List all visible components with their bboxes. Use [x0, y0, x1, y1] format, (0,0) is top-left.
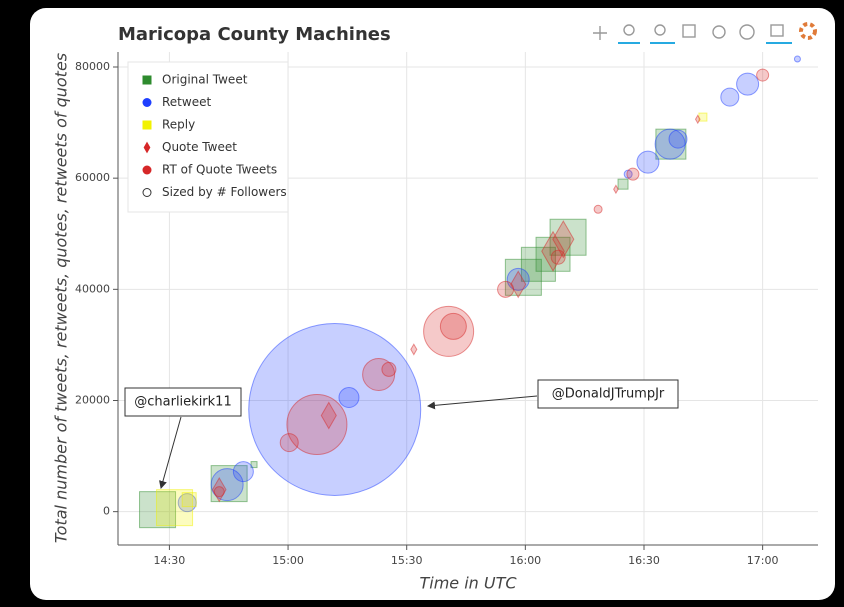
pan-tool[interactable]: [593, 26, 607, 40]
point: [520, 246, 556, 282]
annotation-arrow: [427, 395, 538, 410]
point: [636, 150, 660, 174]
zoom-tool[interactable]: [623, 24, 635, 36]
annotation: @DonaldJTrumpJr: [552, 387, 665, 402]
point: [410, 343, 418, 356]
legend-marker: [142, 75, 152, 85]
legend-label: Original Tweet: [162, 73, 248, 87]
point: [793, 55, 801, 63]
x-tick-label: 17:00: [747, 554, 779, 567]
point: [694, 114, 701, 125]
point: [541, 230, 565, 272]
y-tick-label: 80000: [75, 60, 110, 73]
annotation-arrow: [159, 416, 182, 489]
legend-label: Reply: [162, 118, 195, 132]
annotation: @charliekirk11: [134, 395, 231, 410]
legend-marker: [142, 98, 152, 107]
point: [510, 270, 527, 299]
legend-label: Sized by # Followers: [162, 185, 287, 199]
point: [613, 184, 619, 195]
help-tool[interactable]: [739, 24, 755, 40]
annotation-box: [124, 387, 242, 417]
legend-marker: [142, 120, 152, 130]
legend-label: Retweet: [162, 95, 211, 109]
point: [211, 476, 227, 503]
point: [362, 357, 396, 391]
point: [550, 249, 566, 265]
y-tick-label: 0: [103, 505, 110, 518]
point: [720, 87, 740, 107]
point: [756, 68, 770, 82]
legend-marker: [142, 165, 152, 175]
point: [286, 394, 348, 456]
point: [338, 386, 360, 408]
y-tick-label: 60000: [75, 171, 110, 184]
point: [381, 361, 397, 377]
point: [497, 280, 515, 298]
point: [439, 312, 467, 340]
x-tick-label: 15:30: [391, 554, 423, 567]
point: [552, 220, 575, 259]
y-tick-label: 40000: [75, 282, 110, 295]
wheel-zoom-tool[interactable]: [654, 24, 666, 36]
point: [279, 433, 299, 453]
point: [617, 178, 629, 190]
point: [593, 204, 603, 214]
legend-box: [127, 61, 289, 213]
x-tick-label: 16:00: [509, 554, 541, 567]
point: [320, 401, 337, 430]
point: [626, 167, 640, 181]
y-tick-label: 20000: [75, 393, 110, 406]
x-tick-label: 15:00: [272, 554, 304, 567]
point: [232, 461, 254, 483]
point: [139, 491, 177, 529]
toolbar: [593, 22, 817, 44]
chart-title: Maricopa County Machines: [118, 24, 391, 45]
point: [736, 72, 760, 96]
point: [156, 489, 194, 527]
reset-tool[interactable]: [712, 25, 726, 39]
save-tool[interactable]: [682, 24, 696, 38]
point: [213, 486, 225, 498]
point: [181, 492, 197, 508]
bokeh-logo[interactable]: [799, 22, 817, 40]
y-axis-label: Total number of tweets, retweets, quotes…: [52, 53, 71, 543]
point: [423, 305, 475, 357]
x-axis-label: Time in UTC: [419, 574, 517, 593]
legend-label: Quote Tweet: [162, 140, 237, 154]
legend-label: RT of Quote Tweets: [162, 163, 277, 177]
x-tick-label: 14:30: [154, 554, 186, 567]
legend-marker: [143, 141, 151, 154]
legend-marker: [142, 188, 152, 197]
x-tick-label: 16:30: [628, 554, 660, 567]
hover-tool[interactable]: [770, 24, 784, 37]
legend: Original Tweet Retweet Reply Quote Tweet RT …: [127, 61, 289, 213]
point: [248, 323, 422, 497]
annotation-box: [537, 379, 679, 409]
point: [668, 129, 688, 149]
